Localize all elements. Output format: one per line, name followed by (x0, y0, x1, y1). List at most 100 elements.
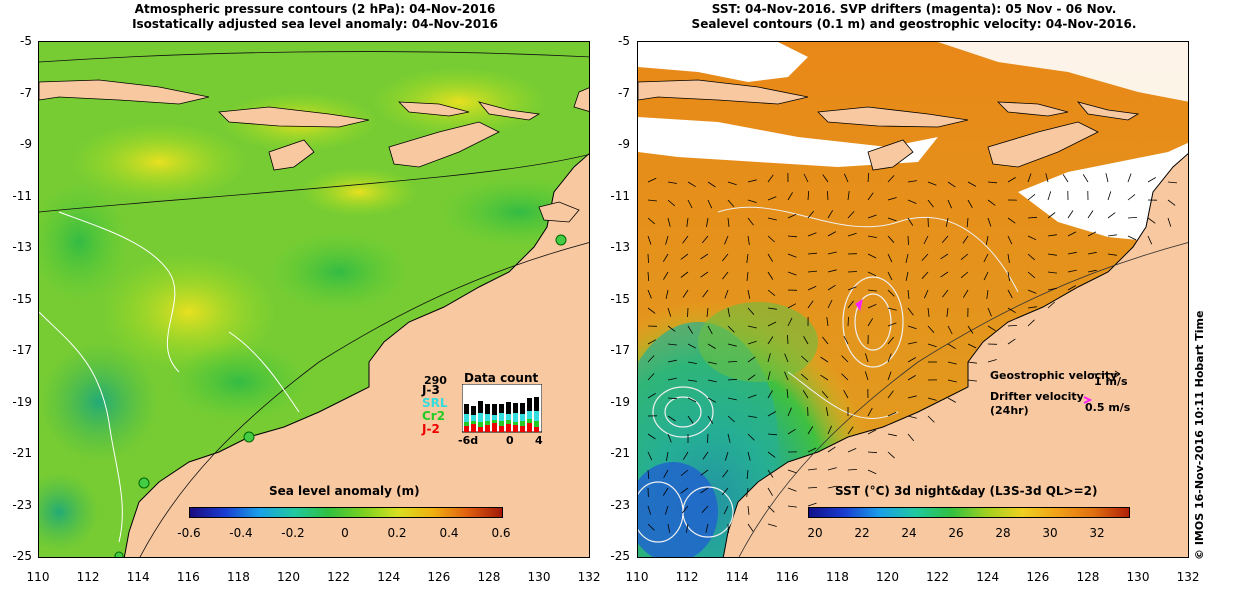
velocity-arrow (1047, 301, 1055, 309)
velocity-arrow (767, 390, 773, 399)
velocity-arrow (865, 353, 869, 363)
velocity-arrow (767, 217, 777, 221)
velocity-arrow (647, 235, 652, 245)
right-x-axis-tick: 130 (1126, 570, 1150, 584)
data-count-bar (534, 427, 539, 432)
velocity-arrow (907, 180, 917, 183)
left-title-line1: Atmospheric pressure contours (2 hPa): 0… (134, 2, 496, 16)
velocity-arrow (1027, 235, 1037, 241)
velocity-arrow (667, 307, 672, 317)
velocity-arrow (707, 325, 713, 335)
velocity-arrow (727, 343, 737, 347)
velocity-arrow (802, 390, 809, 399)
velocity-arrow (1047, 271, 1057, 274)
velocity-arrow (667, 397, 678, 400)
velocity-arrow (707, 379, 717, 383)
velocity-arrow (667, 217, 671, 227)
velocity-arrow (647, 373, 655, 381)
velocity-arrow (887, 289, 895, 297)
right-title-line1: SST: 04-Nov-2016. SVP drifters (magenta)… (711, 2, 1117, 16)
velocity-arrow (723, 505, 729, 515)
velocity-arrow (787, 271, 797, 276)
velocity-arrow (722, 271, 729, 280)
left-x-axis-tick: 128 (477, 570, 501, 584)
velocity-arrow (747, 433, 755, 441)
velocity-arrow (647, 199, 657, 202)
velocity-arrow (1087, 251, 1097, 255)
velocity-arrow (706, 307, 709, 317)
velocity-arrow (827, 299, 833, 309)
velocity-arrow (724, 235, 729, 245)
velocity-arrow (983, 253, 989, 263)
velocity-arrow (887, 322, 897, 327)
velocity-arrow (847, 191, 850, 201)
velocity-arrow (847, 426, 854, 435)
velocity-arrow (787, 317, 793, 327)
velocity-arrow (747, 325, 757, 329)
velocity-arrow (1027, 216, 1038, 219)
velocity-arrow (767, 253, 774, 262)
velocity-arrow (827, 231, 836, 237)
velocity-arrow (724, 289, 729, 299)
left-x-axis-tick: 118 (226, 570, 250, 584)
velocity-arrow (983, 271, 989, 281)
left-y-axis-tick: -21 (12, 446, 32, 460)
velocity-arrow (747, 217, 754, 226)
velocity-arrow (746, 253, 749, 263)
left-x-axis-tick: 130 (527, 570, 551, 584)
velocity-arrow (647, 217, 656, 225)
velocity-arrow (1007, 217, 1016, 224)
data-count-bar (513, 413, 518, 422)
velocity-arrow (987, 359, 997, 363)
velocity-arrow (1107, 234, 1117, 237)
velocity-arrow (647, 177, 657, 183)
velocity-arrow (647, 393, 656, 399)
right-x-axis-tick: 118 (825, 570, 849, 584)
velocity-arrow (647, 271, 650, 282)
velocity-arrow (707, 433, 709, 444)
data-count-bar (513, 403, 518, 413)
velocity-arrow (967, 361, 977, 364)
velocity-arrow (867, 318, 874, 327)
velocity-arrow (987, 199, 996, 206)
velocity-arrow (1047, 191, 1052, 201)
velocity-arrow (667, 343, 677, 346)
data-count-bars (462, 384, 542, 433)
sst-map[interactable]: Geostrophic velocity 1 m/s Drifter veloc… (637, 41, 1189, 558)
velocity-arrow (687, 343, 697, 349)
data-count-bar (478, 413, 483, 422)
left-x-axis-tick: 110 (26, 570, 50, 584)
velocity-arrow (1047, 287, 1057, 291)
velocity-arrow (647, 523, 655, 531)
velocity-arrow (924, 289, 929, 299)
velocity-arrow (663, 271, 669, 280)
velocity-arrow (987, 325, 996, 332)
velocity-arrow (927, 181, 937, 186)
velocity-arrow (1007, 177, 1016, 183)
velocity-arrow (747, 415, 757, 418)
data-count-title: Data count (464, 371, 539, 385)
left-colorbar-title: Sea level anomaly (m) (269, 484, 420, 498)
velocity-arrow (843, 335, 849, 345)
velocity-arrow (942, 289, 949, 298)
left-x-axis-tick: 132 (577, 570, 601, 584)
velocity-arrow (1007, 235, 1013, 245)
velocity-arrow (907, 289, 910, 299)
velocity-arrow (787, 505, 797, 508)
velocity-arrow (680, 469, 689, 477)
velocity-arrow (987, 307, 992, 317)
velocity-arrow (787, 334, 789, 345)
drifter-track (855, 298, 863, 312)
velocity-arrow (962, 289, 969, 298)
velocity-arrow (867, 235, 877, 238)
velocity-arrow (827, 485, 837, 489)
right-x-axis-tick: 128 (1076, 570, 1100, 584)
velocity-arrow (966, 217, 969, 228)
velocity-arrow (700, 253, 709, 260)
velocity-arrow (800, 373, 809, 381)
velocity-arrow (681, 505, 689, 514)
sea-level-anomaly-map[interactable]: 290 Data count J-3 SRL Cr2 J-2 -6d 0 4 S… (38, 41, 590, 558)
velocity-arrow (667, 325, 676, 332)
velocity-arrow (907, 307, 914, 316)
velocity-arrow (905, 271, 909, 281)
